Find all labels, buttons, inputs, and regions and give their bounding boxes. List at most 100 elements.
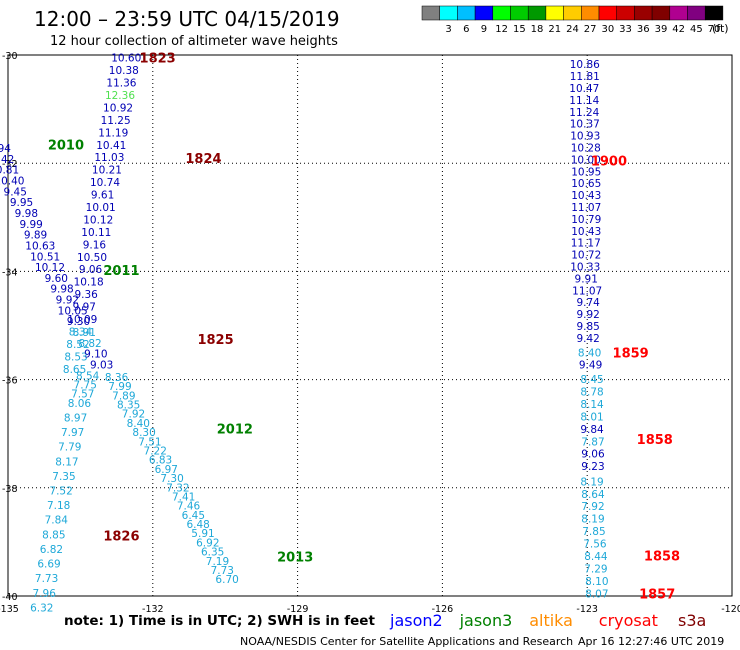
wave-height-value: 9.36 <box>74 289 98 301</box>
wave-height-value: 11.24 <box>569 107 599 119</box>
wave-height-value: 10.41 <box>96 140 126 152</box>
legend-tick-label: 21 <box>548 24 561 35</box>
legend-swatch <box>581 5 600 21</box>
wave-height-value: 10.05 <box>58 305 88 317</box>
wave-height-value: 7.51 <box>138 436 161 448</box>
pass-2011: 2011 <box>103 264 139 279</box>
wave-height-value: 8.97 <box>64 412 87 424</box>
pass-time-label: 1858 <box>644 549 680 564</box>
lon-tick-label: -132 <box>142 604 164 615</box>
wave-height-value: 8.01 <box>580 411 603 423</box>
legend-swatch <box>704 5 724 21</box>
wave-height-value: 6.70 <box>215 574 238 586</box>
wave-height-value: 8.91 <box>73 327 96 339</box>
pass-1857: 1857 <box>639 587 675 602</box>
legend-tick-label: 3 <box>445 24 451 35</box>
wave-height-value: 10.00 <box>571 154 601 166</box>
wave-height-value: 9.97 <box>73 302 96 314</box>
wave-height-value: 10.86 <box>570 59 600 71</box>
wave-height-value: 9.30 <box>67 316 90 328</box>
lat-tick-label: -36 <box>2 376 18 387</box>
wave-height-value: 6.92 <box>196 537 219 549</box>
wave-height-value: 10.93 <box>570 131 600 143</box>
legend-tick-label: 30 <box>601 24 614 35</box>
wave-height-value: 10.63 <box>25 240 55 252</box>
legend-tick-label: 15 <box>513 24 526 35</box>
pass-2012: 8.367.997.898.357.928.408.307.517.226.83… <box>105 372 253 586</box>
legend-swatch <box>492 5 511 21</box>
satellite-label-s3a: s3a <box>678 611 706 630</box>
wave-height-value: 6.97 <box>155 464 178 476</box>
lon-tick-label: -123 <box>576 604 598 615</box>
wave-height-value: 6.45 <box>182 510 205 522</box>
pass-time-label: 1858 <box>637 433 673 448</box>
pass-1900: 10.8611.8110.4711.1411.2410.3710.9310.28… <box>569 59 627 345</box>
wave-height-value: 9.89 <box>24 230 47 242</box>
wave-height-value: 7.35 <box>52 471 75 483</box>
wave-height-value: 10.28 <box>571 143 601 155</box>
pass-1858a: 1858 <box>637 433 673 448</box>
wave-height-value: 7.92 <box>122 409 145 421</box>
wave-height-value: 7.46 <box>177 501 201 513</box>
pass-time-label: 1826 <box>103 529 139 544</box>
wave-height-value: 11.07 <box>571 202 601 214</box>
legend-swatch <box>598 5 617 21</box>
wave-height-value: 8.65 <box>63 364 86 376</box>
wave-height-value: 8.34 <box>69 326 93 338</box>
wave-height-value: 8.35 <box>117 399 140 411</box>
pass-time-label: 1900 <box>591 154 627 169</box>
legend-swatch <box>527 5 547 21</box>
wave-height-value: 10.12 <box>83 214 113 226</box>
wave-height-value: 9.92 <box>576 309 599 321</box>
wave-height-value: 9.91 <box>575 273 598 285</box>
wave-height-value: 9.03 <box>90 359 113 371</box>
satellite-label-jason3: jason3 <box>459 611 513 630</box>
lon-tick-label: -126 <box>432 604 454 615</box>
pass-time-label: 1823 <box>140 52 176 67</box>
satellite-label-cryosat: cryosat <box>599 611 658 630</box>
wave-height-value: 8.40 <box>127 418 150 430</box>
wave-height-value: 10.37 <box>570 119 600 131</box>
wave-height-value: 6.83 <box>149 455 172 467</box>
wave-height-value: 10.33 <box>570 262 600 274</box>
wave-height-value: 7.75 <box>74 379 97 391</box>
wave-height-value: 6.32 <box>30 602 53 614</box>
legend-tick-label: 9 <box>481 24 487 35</box>
wave-height-value: 8.40 <box>578 348 601 360</box>
wave-height-value: 9.06 <box>581 449 605 461</box>
wave-height-value: 10.51 <box>30 251 60 263</box>
legend-tick-label: 33 <box>619 24 632 35</box>
pass-2013: 2013 <box>277 551 313 566</box>
pass-time-label: 2011 <box>103 264 139 279</box>
pass-1823: 10.6010.3811.3612.3610.9211.2511.1910.41… <box>63 52 176 376</box>
pass-1826: 8.547.757.578.06 8.97 7.97 7.79 8.17 7.35 7.52… <box>30 370 139 614</box>
wave-height-value: 7.30 <box>160 473 183 485</box>
legend-tick-label: 27 <box>584 24 597 35</box>
lat-lon-grid <box>7 54 733 597</box>
legend-tick-label: 18 <box>531 24 544 35</box>
footer-credit: NOAA/NESDIS Center for Satellite Applica… <box>240 635 573 648</box>
legend-unit: (ft) <box>712 22 729 35</box>
wave-height-value: 10.38 <box>109 65 139 77</box>
lon-tick-label: -120 <box>721 604 740 615</box>
wave-height-value: 10.18 <box>74 277 104 289</box>
wave-height-value: 7.92 <box>581 501 604 513</box>
wave-height-value: 8.06 <box>68 398 92 410</box>
wave-height-value: 6.48 <box>186 519 209 531</box>
wave-height-value: 7.97 <box>61 427 84 439</box>
pass-1824: 1824 <box>185 152 221 167</box>
map-title: 12:00 – 23:59 UTC 04/15/2019 <box>34 7 340 31</box>
wave-height-value: 10.94 <box>0 143 11 155</box>
wave-height-value: 11.36 <box>106 78 136 90</box>
wave-height-value: 11.81 <box>570 71 600 83</box>
wave-height-value: 8.78 <box>580 387 603 399</box>
lon-tick-label: -129 <box>287 604 309 615</box>
satellite-label-jason2: jason2 <box>389 611 443 630</box>
wave-height-value: 10.50 <box>77 252 107 264</box>
wave-height-value: 8.19 <box>581 514 604 526</box>
wave-height-value: 9.49 <box>579 359 602 371</box>
wave-height-value: 11.19 <box>98 127 128 139</box>
pass-time-label: 2010 <box>48 138 84 153</box>
wave-height-value: 7.52 <box>49 486 72 498</box>
